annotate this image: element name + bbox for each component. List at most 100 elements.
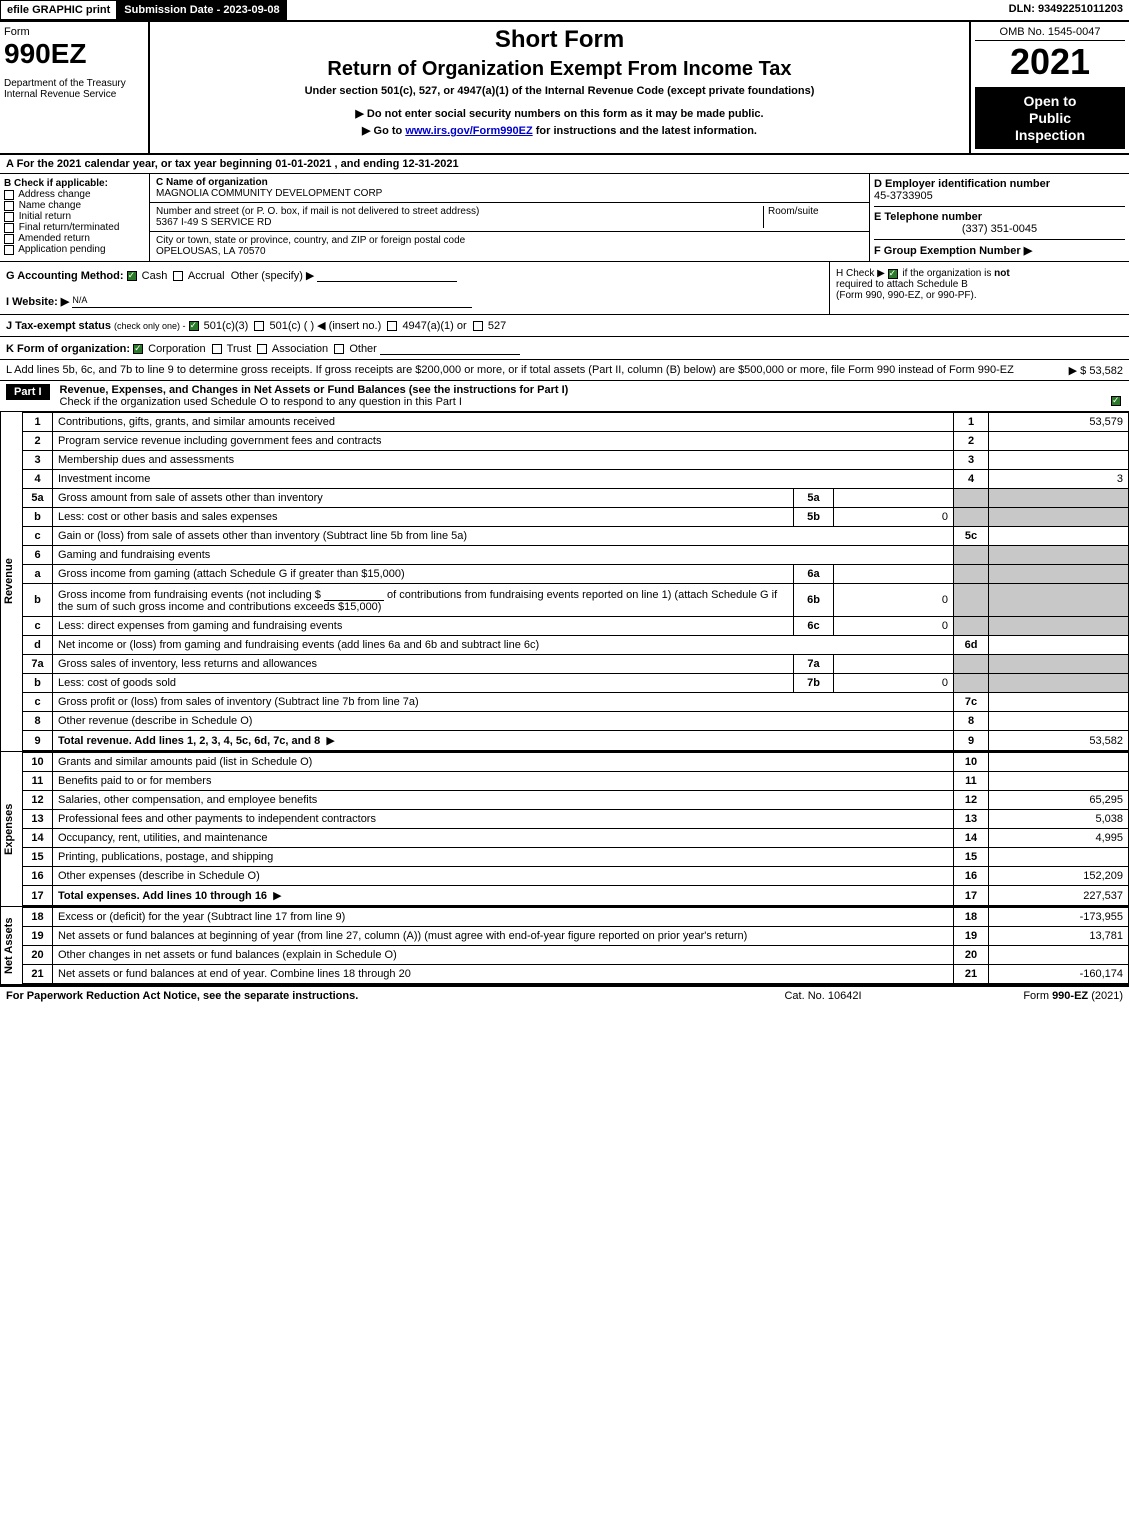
gh-row: G Accounting Method: Cash Accrual Other … <box>0 262 1129 315</box>
line-1-amount: 53,579 <box>989 413 1129 432</box>
dept-line1: Department of the Treasury <box>4 78 144 89</box>
line-6b: bGross income from fundraising events (n… <box>23 584 1129 617</box>
short-form-title: Short Form <box>158 26 961 54</box>
l-amount: ▶ $ 53,582 <box>1069 364 1123 377</box>
dln-label: DLN: 93492251011203 <box>1003 0 1129 20</box>
efile-label: efile GRAPHIC print <box>0 0 117 20</box>
k-corp-checkbox <box>133 344 143 354</box>
line-1: 1Contributions, gifts, grants, and simil… <box>23 413 1129 432</box>
top-bar: efile GRAPHIC print Submission Date - 20… <box>0 0 1129 22</box>
line-9: 9Total revenue. Add lines 1, 2, 3, 4, 5c… <box>23 731 1129 751</box>
room-suite-label: Room/suite <box>763 206 863 228</box>
k-block: K Form of organization: Corporation Trus… <box>0 337 1129 360</box>
part1-title: Revenue, Expenses, and Changes in Net As… <box>60 384 1123 396</box>
line-16-amount: 152,209 <box>989 867 1129 886</box>
form-word: Form <box>4 26 144 38</box>
ein-value: 45-3733905 <box>874 190 1125 202</box>
line-11: 11Benefits paid to or for members11 <box>23 772 1129 791</box>
line-9-amount: 53,582 <box>989 731 1129 751</box>
section-a: A For the 2021 calendar year, or tax yea… <box>0 155 1129 174</box>
c-name-block: C Name of organization MAGNOLIA COMMUNIT… <box>150 174 869 203</box>
org-city: OPELOUSAS, LA 70570 <box>156 246 863 257</box>
j-501c3-checkbox <box>189 321 199 331</box>
org-name: MAGNOLIA COMMUNITY DEVELOPMENT CORP <box>156 188 863 199</box>
main-title: Return of Organization Exempt From Incom… <box>158 58 961 81</box>
part1-label: Part I <box>6 384 50 400</box>
line-16: 16Other expenses (describe in Schedule O… <box>23 867 1129 886</box>
col-b: B Check if applicable: Address change Na… <box>0 174 150 261</box>
line-12: 12Salaries, other compensation, and empl… <box>23 791 1129 810</box>
line-17: 17Total expenses. Add lines 10 through 1… <box>23 886 1129 906</box>
phone-value: (337) 351-0045 <box>874 223 1125 235</box>
j-block: J Tax-exempt status (check only one) - 5… <box>0 315 1129 337</box>
omb-number: OMB No. 1545-0047 <box>975 26 1125 41</box>
line-18-amount: -173,955 <box>989 908 1129 927</box>
i-block: I Website: ▶ N/A <box>6 294 823 308</box>
line-7b: bLess: cost of goods sold7b0 <box>23 674 1129 693</box>
line-5a: 5aGross amount from sale of assets other… <box>23 489 1129 508</box>
c-city-block: City or town, state or province, country… <box>150 232 869 260</box>
g-block: G Accounting Method: Cash Accrual Other … <box>0 262 829 314</box>
b-initial-return: Initial return <box>4 211 145 222</box>
header-right: OMB No. 1545-0047 2021 Open to Public In… <box>969 22 1129 153</box>
line-13: 13Professional fees and other payments t… <box>23 810 1129 829</box>
b-label: B Check if applicable: <box>4 178 145 189</box>
netassets-vlabel: Net Assets <box>0 907 22 984</box>
page-footer: For Paperwork Reduction Act Notice, see … <box>0 985 1129 1005</box>
other-method-line <box>317 268 457 282</box>
cat-number: Cat. No. 10642I <box>723 990 923 1002</box>
group-exemption-label: F Group Exemption Number ▶ <box>874 239 1125 257</box>
line-21-amount: -160,174 <box>989 965 1129 984</box>
h-block: H Check ▶ if the organization is not req… <box>829 262 1129 314</box>
dept-line2: Internal Revenue Service <box>4 89 144 100</box>
line-18: 18Excess or (deficit) for the year (Subt… <box>23 908 1129 927</box>
phone-label: E Telephone number <box>874 206 1125 223</box>
line-17-amount: 227,537 <box>989 886 1129 906</box>
line-10: 10Grants and similar amounts paid (list … <box>23 753 1129 772</box>
open-public-box: Open to Public Inspection <box>975 87 1125 149</box>
line-14: 14Occupancy, rent, utilities, and mainte… <box>23 829 1129 848</box>
part1-header: Part I Revenue, Expenses, and Changes in… <box>0 381 1129 412</box>
paperwork-notice: For Paperwork Reduction Act Notice, see … <box>6 990 723 1002</box>
line-20: 20Other changes in net assets or fund ba… <box>23 946 1129 965</box>
line-21: 21Net assets or fund balances at end of … <box>23 965 1129 984</box>
line-19: 19Net assets or fund balances at beginni… <box>23 927 1129 946</box>
revenue-section: Revenue 1Contributions, gifts, grants, a… <box>0 412 1129 752</box>
line-13-amount: 5,038 <box>989 810 1129 829</box>
line-7c: cGross profit or (loss) from sales of in… <box>23 693 1129 712</box>
line-15: 15Printing, publications, postage, and s… <box>23 848 1129 867</box>
header-center: Short Form Return of Organization Exempt… <box>150 22 969 153</box>
expenses-section: Expenses 10Grants and similar amounts pa… <box>0 752 1129 907</box>
tax-year: 2021 <box>975 41 1125 83</box>
form-header: Form 990EZ Department of the Treasury In… <box>0 22 1129 155</box>
revenue-table: 1Contributions, gifts, grants, and simil… <box>22 412 1129 751</box>
line-2: 2Program service revenue including gover… <box>23 432 1129 451</box>
l-block: L Add lines 5b, 6c, and 7b to line 9 to … <box>0 360 1129 381</box>
col-d: D Employer identification number 45-3733… <box>869 174 1129 261</box>
netassets-section: Net Assets 18Excess or (deficit) for the… <box>0 907 1129 985</box>
submission-date: Submission Date - 2023-09-08 <box>117 0 286 20</box>
col-c: C Name of organization MAGNOLIA COMMUNIT… <box>150 174 869 261</box>
ein-label: D Employer identification number <box>874 178 1125 190</box>
accrual-checkbox <box>173 271 183 281</box>
h-checkbox <box>888 269 898 279</box>
line-6: 6Gaming and fundraising events <box>23 546 1129 565</box>
org-street: 5367 I-49 S SERVICE RD <box>156 217 763 228</box>
revenue-vlabel: Revenue <box>0 412 22 751</box>
b-address-change: Address change <box>4 189 145 200</box>
form-ref: Form 990-EZ (2021) <box>923 990 1123 1002</box>
irs-link[interactable]: www.irs.gov/Form990EZ <box>405 125 532 137</box>
part1-schedule-o-checkbox <box>1111 396 1121 406</box>
b-name-change: Name change <box>4 200 145 211</box>
goto-line: ▶ Go to www.irs.gov/Form990EZ for instru… <box>158 124 961 137</box>
website-value: N/A <box>72 295 87 305</box>
line-12-amount: 65,295 <box>989 791 1129 810</box>
b-final-return: Final return/terminated <box>4 222 145 233</box>
c-street-block: Number and street (or P. O. box, if mail… <box>150 203 869 232</box>
line-6a: aGross income from gaming (attach Schedu… <box>23 565 1129 584</box>
line-14-amount: 4,995 <box>989 829 1129 848</box>
b-amended: Amended return <box>4 233 145 244</box>
line-8: 8Other revenue (describe in Schedule O)8 <box>23 712 1129 731</box>
expenses-vlabel: Expenses <box>0 752 22 906</box>
header-left: Form 990EZ Department of the Treasury In… <box>0 22 150 153</box>
